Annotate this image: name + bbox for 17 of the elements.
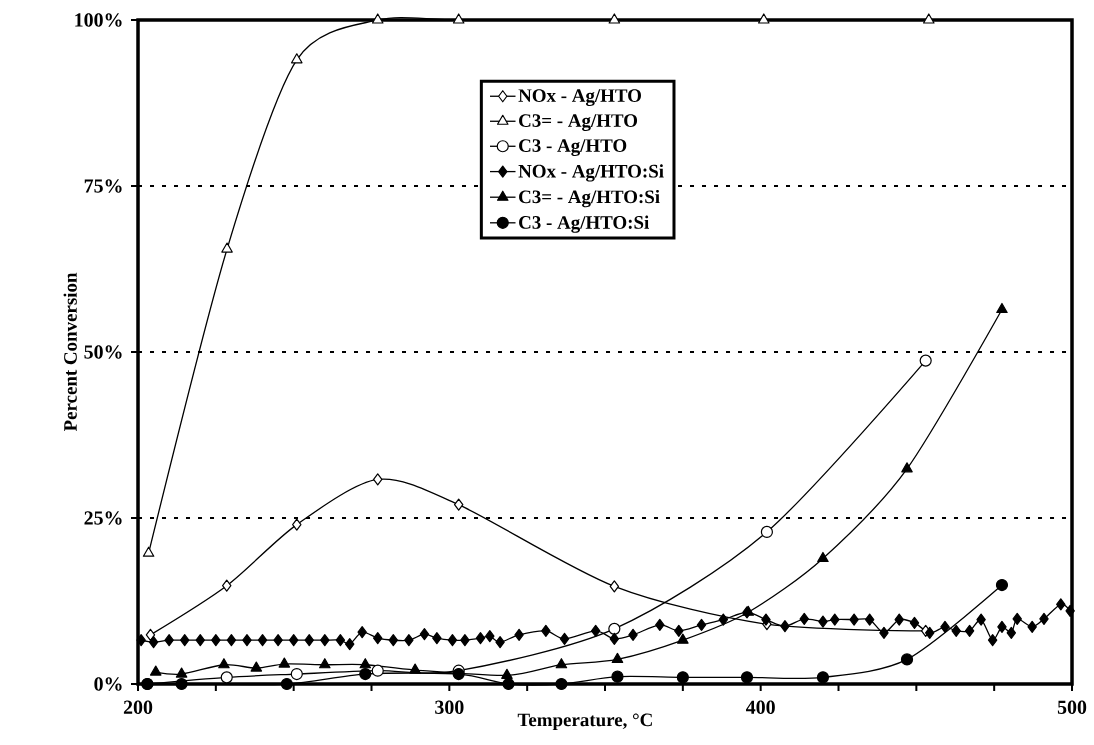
x-tick-label: 200 <box>123 700 153 714</box>
x-tick-label: 500 <box>1057 700 1087 714</box>
y-tick-label: 50% <box>84 345 122 359</box>
x-axis-title: Temperature, °C <box>517 713 652 731</box>
legend-label: NOx - Ag/HTO:Si <box>518 164 664 182</box>
legend-label: C3 - Ag/HTO <box>519 139 627 156</box>
y-axis-title: Percent Conversion <box>63 272 77 432</box>
y-tick-label: 0% <box>94 677 122 691</box>
y-tick-label: 75% <box>84 179 122 193</box>
x-tick-label: 300 <box>435 700 464 714</box>
legend-label: C3= - Ag/HTO:Si <box>519 189 660 208</box>
x-tick-label: 400 <box>746 700 775 714</box>
legend-label: NOx - Ag/HTO <box>518 89 641 106</box>
legend-label: C3 - Ag/HTO:Si <box>519 215 649 233</box>
legend-label: C3= - Ag/HTO <box>519 114 638 131</box>
y-tick-label: 100% <box>75 13 122 27</box>
y-tick-label: 25% <box>84 511 122 525</box>
